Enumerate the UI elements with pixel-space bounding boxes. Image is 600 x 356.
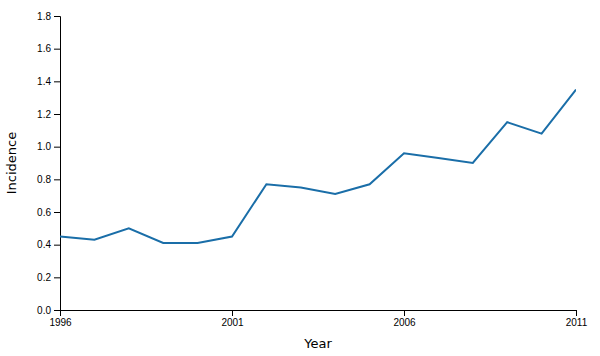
tick-mark xyxy=(576,310,577,316)
y-axis: 0.0 0.2 0.4 0.6 0.8 1.0 1.2 1.4 1.6 1.8 xyxy=(37,11,60,316)
tick-label: 2011 xyxy=(566,317,588,328)
plot: 1996 2001 2006 2011 0.0 0.2 0.4 0.6 0.8 1.0 1.2 1.4… xyxy=(37,11,588,328)
tick-mark xyxy=(54,310,60,311)
tick-label: 1996 xyxy=(49,317,72,328)
tick-label: 0.6 xyxy=(37,207,51,218)
tick: 1.6 xyxy=(37,43,60,54)
tick: 0.6 xyxy=(37,207,60,218)
tick-label: 2006 xyxy=(393,317,416,328)
tick: 2006 xyxy=(393,310,416,328)
tick-label: 1.0 xyxy=(37,141,51,152)
tick-label: 1.8 xyxy=(37,11,51,22)
tick-label: 1.2 xyxy=(37,109,51,120)
tick-mark xyxy=(54,114,60,115)
tick-mark xyxy=(404,310,405,316)
tick: 1.8 xyxy=(37,11,60,22)
tick-mark xyxy=(54,81,60,82)
tick: 0.4 xyxy=(37,239,60,250)
tick: 0.0 xyxy=(37,305,60,316)
tick-mark xyxy=(54,49,60,50)
tick-mark xyxy=(54,179,60,180)
tick: 1996 xyxy=(49,310,72,328)
tick-mark xyxy=(54,277,60,278)
axis-line xyxy=(54,17,61,311)
x-axis: 1996 2001 2006 2011 xyxy=(49,310,587,328)
tick-label: 2001 xyxy=(221,317,244,328)
tick: 0.8 xyxy=(37,174,60,185)
tick: 1.0 xyxy=(37,141,60,152)
marks xyxy=(60,90,576,244)
tick-label: 0.4 xyxy=(37,239,51,250)
tick-mark xyxy=(54,16,60,17)
tick-mark xyxy=(54,212,60,213)
axis-line xyxy=(61,311,577,317)
x-axis-title: Year xyxy=(303,336,332,351)
chart: 1996 2001 2006 2011 0.0 0.2 0.4 0.6 0.8 1.0 1.2 1.4… xyxy=(0,0,600,356)
tick: 2011 xyxy=(566,310,588,328)
tick: 2001 xyxy=(221,310,244,328)
y-axis-title: Incidence xyxy=(4,132,19,194)
tick-label: 0.2 xyxy=(37,272,51,283)
tick: 1.4 xyxy=(37,76,60,87)
tick: 1.2 xyxy=(37,109,60,120)
tick: 0.2 xyxy=(37,272,60,283)
tick-label: 1.4 xyxy=(37,76,51,87)
tick-label: 1.6 xyxy=(37,43,51,54)
tick-label: 0.8 xyxy=(37,174,51,185)
tick-mark xyxy=(232,310,233,316)
tick-mark xyxy=(54,147,60,148)
tick-label: 0.0 xyxy=(37,305,51,316)
line xyxy=(60,90,576,244)
tick-mark xyxy=(54,245,60,246)
